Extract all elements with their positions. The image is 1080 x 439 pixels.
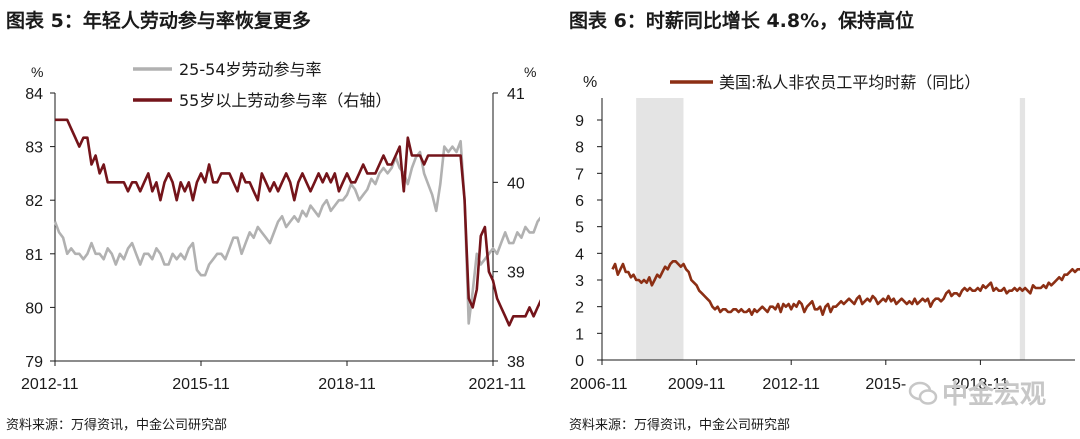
y-tick-label: 8 [575, 140, 584, 157]
right-y-tick-label: 41 [507, 86, 525, 103]
y-tick-label: 9 [575, 113, 584, 130]
y-tick-label: 5 [575, 220, 584, 237]
legend-label-1: 美国:私人非农员工平均时薪（同比） [719, 73, 980, 92]
y-unit-label: % [583, 74, 597, 91]
left-y-tick-label: 84 [25, 86, 43, 103]
recession-shading [1019, 98, 1026, 360]
chart6-plot: % 0 1 2 3 4 5 6 7 8 9 2006-11 2009-11 2012-11 2015- 201… [570, 73, 1080, 393]
y-tick-label: 0 [575, 353, 584, 370]
x-tick-label: 2018-11 [318, 376, 376, 393]
legend-label-1: 25-54岁劳动参与率 [179, 60, 322, 79]
y-tick-label: 6 [575, 193, 584, 210]
y-tick-label: 3 [575, 273, 584, 290]
left-y-tick-label: 79 [25, 354, 43, 371]
left-y-tick-label: 82 [25, 193, 43, 210]
x-tick-label: 2018-11 [952, 376, 1010, 393]
series-line-1 [53, 139, 540, 325]
y-tick-label: 1 [575, 326, 584, 343]
right-y-tick-label: 40 [507, 175, 525, 192]
y-tick-label: 2 [575, 300, 584, 317]
left-y-tick-label: 80 [25, 300, 43, 317]
chart5-source: 资料来源：万得资讯，中金公司研究部 [6, 418, 228, 433]
left-unit-label: % [31, 64, 43, 80]
y-tick-label: 4 [575, 246, 584, 263]
x-tick-label: 2015-11 [172, 376, 230, 393]
chart6-title: 图表 6：时薪同比增长 4.8%，保持高位 [569, 10, 915, 32]
series-line-2 [55, 118, 540, 327]
right-y-tick-label: 39 [507, 265, 525, 282]
right-y-tick-label: 38 [507, 354, 525, 371]
left-y-tick-label: 81 [25, 247, 43, 264]
x-tick-label: 2006-11 [570, 376, 628, 393]
chart6-source: 资料来源：万得资讯，中金公司研究部 [569, 418, 791, 433]
x-tick-label: 2015- [865, 376, 906, 393]
watermark: 中金宏观 [942, 380, 1047, 410]
chart5-title: 图表 5：年轻人劳动参与率恢复更多 [6, 10, 311, 32]
x-tick-label: 2012-11 [762, 376, 820, 393]
chart5-plot: % % 79 80 81 82 83 84 38 39 40 41 2012-11 2015-11 2018… [21, 60, 540, 393]
x-tick-label: 2012-11 [21, 376, 79, 393]
x-tick-label: 2021-11 [468, 376, 526, 393]
legend-label-2: 55岁以上劳动参与率（右轴） [179, 91, 391, 110]
wechat-icon [908, 381, 938, 405]
x-tick-label: 2009-11 [668, 376, 726, 393]
series-line-1 [611, 259, 1080, 317]
recession-shading [636, 98, 684, 360]
y-tick-label: 7 [575, 166, 584, 183]
left-y-tick-label: 83 [25, 140, 43, 157]
right-unit-label: % [524, 64, 536, 80]
